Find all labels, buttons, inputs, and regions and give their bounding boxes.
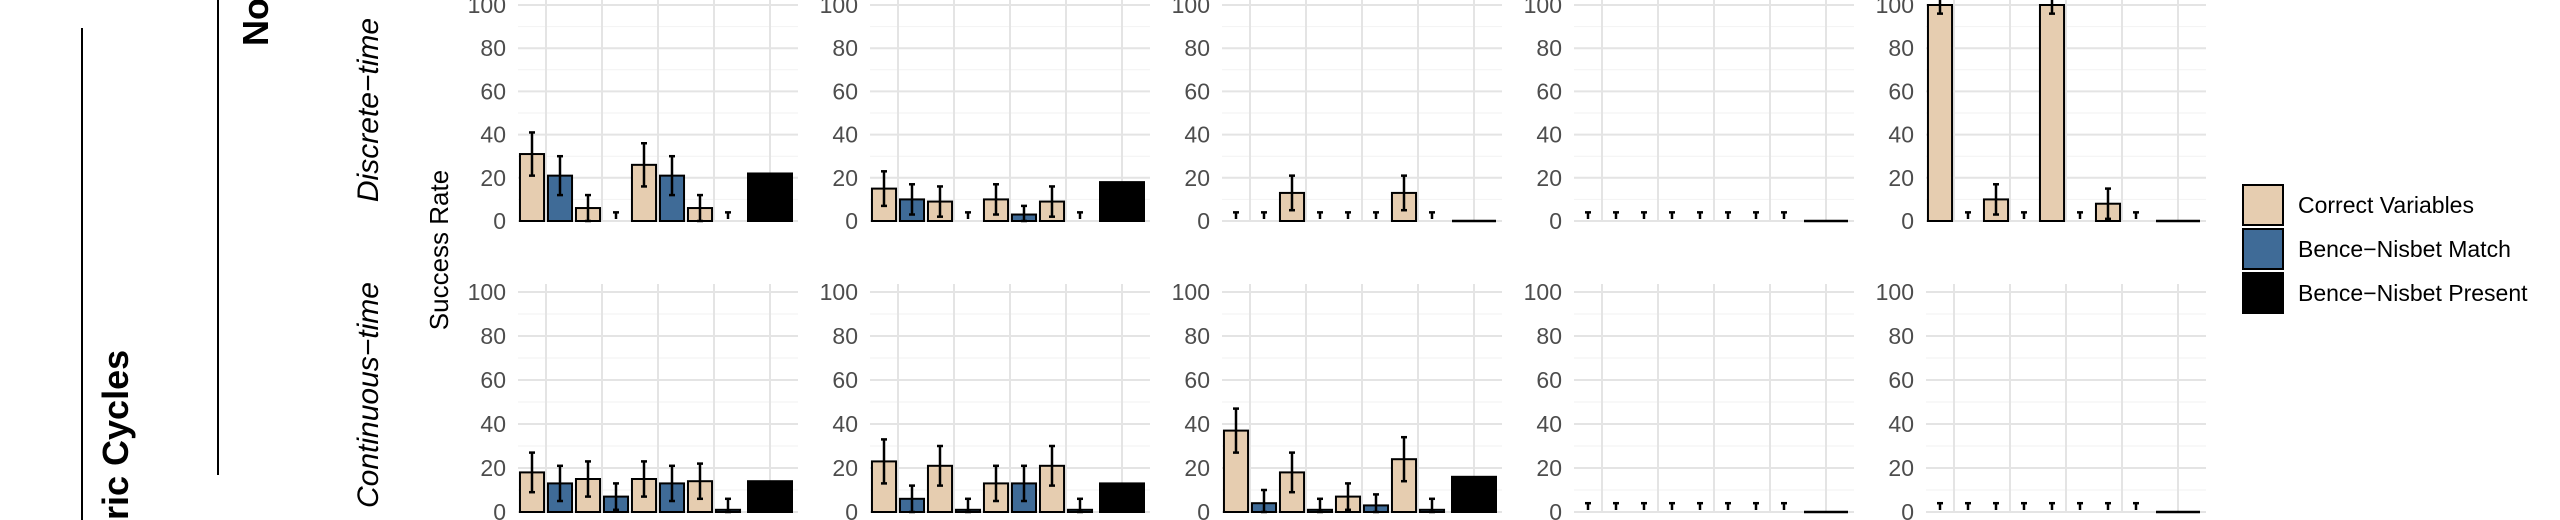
y-tick-label: 100 [1876, 279, 1914, 305]
panel-r2-c5: 0 20 40 60 80 100 [1876, 279, 2206, 520]
legend-key-bence-nisbet-match [2242, 228, 2284, 270]
present-bar [747, 480, 793, 514]
y-tick-label: 60 [832, 367, 858, 393]
y-tick-label: 80 [480, 323, 506, 349]
panel-r1-c4: 0 20 40 60 80 100 [1524, 0, 1854, 234]
legend-label-correct-variables: Correct Variables [2298, 192, 2474, 218]
y-tick-label: 0 [845, 208, 858, 234]
y-tick-label: 40 [1184, 411, 1210, 437]
y-tick-label: 80 [832, 35, 858, 61]
legend-label-bence-nisbet-match: Bence−Nisbet Match [2298, 236, 2511, 262]
y-tick-label: 0 [1549, 208, 1562, 234]
y-tick-label: 60 [1536, 78, 1562, 104]
y-tick-label: 40 [832, 411, 858, 437]
present-bar [747, 172, 793, 222]
legend-key-correct-variables [2242, 184, 2284, 226]
y-tick-label: 40 [480, 122, 506, 148]
y-tick-label: 40 [1536, 411, 1562, 437]
y-tick-label: 60 [832, 78, 858, 104]
y-tick-label: 100 [468, 0, 506, 18]
panel-r2-c4: 0 20 40 60 80 100 [1524, 279, 1854, 520]
y-tick-label: 100 [1172, 0, 1210, 18]
y-tick-label: 80 [1536, 323, 1562, 349]
present-bar [1099, 482, 1145, 513]
y-tick-label: 20 [1888, 455, 1914, 481]
y-tick-label: 80 [1184, 323, 1210, 349]
y-tick-label: 0 [493, 208, 506, 234]
legend: Correct Variables Bence−Nisbet Match Ben… [2242, 184, 2528, 314]
y-tick-label: 100 [468, 279, 506, 305]
y-tick-label: 0 [1901, 499, 1914, 520]
y-tick-label: 60 [1888, 78, 1914, 104]
panel-r1-c1: 0 20 40 60 80 100 [468, 0, 798, 234]
legend-key-bence-nisbet-present [2242, 272, 2284, 314]
y-tick-label: 0 [1197, 208, 1210, 234]
y-tick-label: 20 [832, 165, 858, 191]
bar [2038, 4, 2066, 222]
y-tick-label: 0 [1549, 499, 1562, 520]
y-tick-label: 100 [1876, 0, 1914, 18]
y-tick-label: 20 [1888, 165, 1914, 191]
y-tick-label: 0 [493, 499, 506, 520]
row-label-continuous: Continuous−time [352, 282, 385, 508]
y-tick-label: 80 [1888, 35, 1914, 61]
y-tick-label: 20 [1536, 165, 1562, 191]
y-tick-label: 20 [1184, 455, 1210, 481]
y-tick-label: 20 [480, 455, 506, 481]
y-tick-label: 80 [1536, 35, 1562, 61]
y-tick-label: 80 [1888, 323, 1914, 349]
y-tick-label: 40 [1536, 122, 1562, 148]
y-tick-label: 0 [1901, 208, 1914, 234]
y-tick-label: 0 [1197, 499, 1210, 520]
bar [1926, 4, 1954, 222]
panel-r1-c5: 0 20 40 60 80 100 [1876, 0, 2206, 234]
present-bar [1099, 181, 1145, 222]
y-tick-label: 80 [832, 323, 858, 349]
y-tick-label: 20 [832, 455, 858, 481]
y-tick-label: 60 [480, 78, 506, 104]
y-tick-label: 40 [1184, 122, 1210, 148]
y-tick-label: 100 [1524, 279, 1562, 305]
y-tick-label: 40 [480, 411, 506, 437]
panel-r2-c3: 0 20 40 60 80 100 [1172, 279, 1502, 520]
panel-r2-c1: 0 20 40 60 80 100 [468, 279, 798, 520]
y-tick-label: 0 [845, 499, 858, 520]
y-tick-label: 40 [832, 122, 858, 148]
panel-r1-c2: 0 20 40 60 80 100 [820, 0, 1150, 234]
y-tick-label: 100 [820, 0, 858, 18]
y-tick-label: 80 [480, 35, 506, 61]
row-label-discrete: Discrete−time [352, 18, 385, 202]
y-tick-label: 100 [1172, 279, 1210, 305]
y-tick-label: 60 [1184, 78, 1210, 104]
outer-strip-label: ric Cycles [95, 350, 136, 520]
y-tick-label: 60 [480, 367, 506, 393]
y-axis-title: Success Rate [424, 170, 454, 330]
y-tick-label: 100 [1524, 0, 1562, 18]
y-tick-label: 100 [820, 279, 858, 305]
panel-r1-c3: 0 20 40 60 80 100 [1172, 0, 1502, 234]
panel-r2-c2: 0 20 40 60 80 100 [820, 279, 1150, 520]
legend-label-bence-nisbet-present: Bence−Nisbet Present [2298, 280, 2528, 306]
panel-grid: 0 20 40 60 80 100 0 20 40 60 80 100 0 20 40 60 80 100 0 20 4… [468, 0, 2206, 520]
y-tick-label: 40 [1888, 411, 1914, 437]
y-tick-label: 20 [1536, 455, 1562, 481]
y-tick-label: 20 [1184, 165, 1210, 191]
y-tick-label: 40 [1888, 122, 1914, 148]
top-strip-label: No [235, 0, 276, 46]
bar [1222, 429, 1250, 514]
y-tick-label: 60 [1184, 367, 1210, 393]
y-tick-label: 20 [480, 165, 506, 191]
y-tick-label: 60 [1888, 367, 1914, 393]
y-tick-label: 60 [1536, 367, 1562, 393]
y-tick-label: 80 [1184, 35, 1210, 61]
present-bar [1451, 475, 1497, 513]
